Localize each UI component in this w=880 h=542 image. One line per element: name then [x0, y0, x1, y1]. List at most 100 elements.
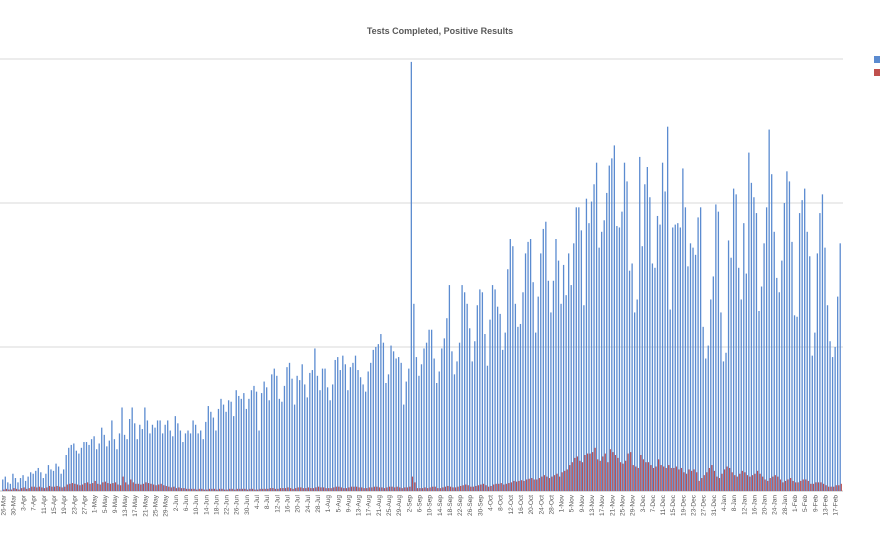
- bar-tests-completed: [707, 345, 709, 491]
- bar-positive-results: [8, 489, 10, 491]
- bar-positive-results: [323, 487, 325, 491]
- bar-positive-results: [787, 479, 789, 491]
- x-tick-label: 25-Nov: [619, 494, 626, 516]
- x-tick-label: 31-Dec: [711, 494, 718, 516]
- bar-positive-results: [112, 483, 114, 491]
- bar-tests-completed: [834, 347, 836, 491]
- bar-positive-results: [584, 455, 586, 491]
- bar-tests-completed: [682, 168, 684, 491]
- bar-positive-results: [267, 488, 269, 491]
- bar-positive-results: [191, 488, 193, 491]
- bar-tests-completed: [425, 342, 428, 491]
- bar-positive-results: [599, 460, 601, 491]
- bar-tests-completed: [78, 453, 80, 491]
- x-tick-label: 20-Oct: [528, 495, 535, 515]
- bar-positive-results: [442, 487, 444, 491]
- bar-positive-results: [150, 483, 152, 491]
- x-tick-label: 5-May: [102, 494, 109, 513]
- bar-tests-completed: [694, 254, 697, 491]
- bar-tests-completed: [529, 239, 532, 491]
- bar-positive-results: [109, 483, 112, 491]
- bar-positive-results: [789, 478, 792, 491]
- bar-tests-completed: [197, 433, 199, 491]
- bar-positive-results: [302, 488, 304, 491]
- bar-tests-completed: [301, 364, 303, 491]
- bar-tests-completed: [418, 375, 420, 491]
- bar-tests-completed: [639, 156, 641, 492]
- bar-tests-completed: [413, 303, 415, 491]
- bar-tests-completed: [578, 207, 580, 491]
- bar-tests-completed: [542, 228, 544, 492]
- bar-positive-results: [272, 488, 274, 491]
- bar-tests-completed: [172, 436, 174, 491]
- bar-positive-results: [257, 489, 259, 491]
- x-tick-label: 19-Dec: [680, 494, 687, 516]
- x-tick-label: 13-Nov: [589, 494, 596, 516]
- bar-positive-results: [333, 487, 335, 491]
- bar-positive-results: [383, 488, 386, 491]
- bar-tests-completed: [570, 285, 572, 491]
- bar-tests-completed: [154, 427, 156, 491]
- bar-positive-results: [92, 483, 94, 491]
- bar-positive-results: [739, 473, 741, 491]
- bar-positive-results: [432, 486, 434, 491]
- bar-tests-completed: [831, 357, 834, 491]
- bar-tests-completed: [601, 231, 603, 492]
- x-tick-label: 17-Aug: [366, 495, 373, 516]
- bar-positive-results: [411, 476, 414, 491]
- bar-tests-completed: [212, 417, 215, 491]
- bar-tests-completed: [268, 400, 270, 491]
- bar-positive-results: [518, 480, 520, 491]
- bar-tests-completed: [796, 316, 798, 491]
- bar-positive-results: [51, 486, 53, 491]
- bar-positive-results: [13, 488, 15, 491]
- bar-positive-results: [208, 488, 211, 491]
- bar-tests-completed: [80, 447, 83, 491]
- bar-positive-results: [736, 476, 738, 491]
- x-tick-label: 22-Jun: [224, 495, 231, 515]
- bar-positive-results: [543, 475, 545, 491]
- bar-positive-results: [792, 480, 794, 491]
- bar-positive-results: [66, 484, 68, 491]
- bar-tests-completed: [215, 430, 217, 491]
- bar-positive-results: [622, 463, 624, 491]
- x-tick-label: 29-May: [163, 494, 170, 516]
- bar-positive-results: [54, 486, 56, 491]
- bar-tests-completed: [720, 312, 722, 491]
- bar-positive-results: [759, 473, 761, 491]
- bar-positive-results: [523, 480, 525, 491]
- bar-positive-results: [553, 475, 556, 491]
- bar-tests-completed: [397, 357, 400, 491]
- bar-positive-results: [840, 483, 842, 491]
- bar-positive-results: [269, 488, 271, 491]
- bar-positive-results: [160, 483, 162, 491]
- bar-positive-results: [284, 488, 287, 491]
- x-tick-label: 18-Sep: [447, 495, 454, 516]
- bar-positive-results: [698, 480, 700, 491]
- x-tick-label: 1-Aug: [325, 495, 332, 513]
- bar-tests-completed: [357, 370, 359, 491]
- bar-tests-completed: [469, 328, 471, 491]
- bar-tests-completed: [42, 478, 45, 491]
- bar-positive-results: [815, 482, 817, 491]
- bar-tests-completed: [60, 473, 62, 491]
- x-tick-label: 21-Nov: [609, 494, 616, 516]
- bar-tests-completed: [651, 263, 654, 491]
- bar-tests-completed: [507, 269, 509, 491]
- legend-swatch: [874, 69, 880, 76]
- bar-positive-results: [414, 482, 416, 491]
- bar-positive-results: [239, 488, 241, 491]
- bar-positive-results: [574, 457, 576, 491]
- x-tick-label: 1-Nov: [559, 494, 566, 512]
- bar-tests-completed: [634, 312, 636, 491]
- x-tick-label: 26-Sep: [467, 495, 474, 516]
- bar-tests-completed: [816, 253, 819, 491]
- bar-tests-completed: [669, 309, 671, 491]
- bar-positive-results: [378, 487, 381, 491]
- bar-tests-completed: [829, 341, 831, 491]
- bar-tests-completed: [410, 61, 412, 491]
- x-tick-label: 9-Aug: [345, 495, 352, 513]
- bar-tests-completed: [717, 211, 720, 491]
- bar-tests-completed: [745, 273, 747, 491]
- bar-tests-completed: [474, 341, 476, 491]
